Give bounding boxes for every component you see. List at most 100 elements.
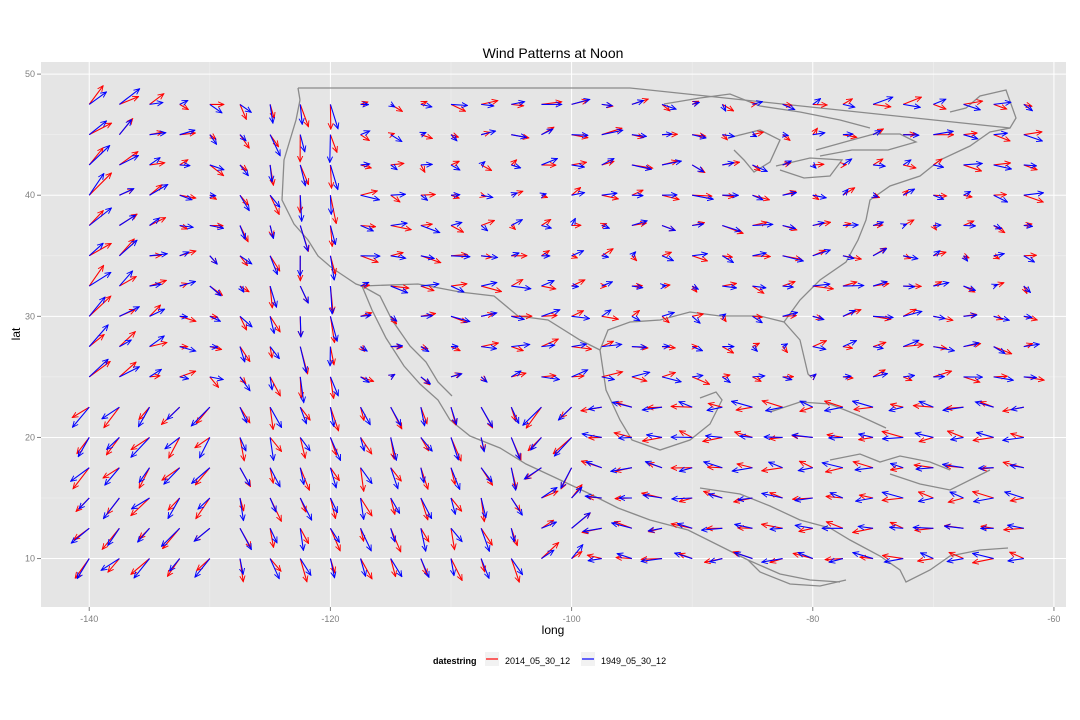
wind-arrow-1949	[692, 102, 699, 104]
wind-arrow-1949	[1023, 255, 1035, 262]
wind-arrow-1949	[209, 134, 217, 145]
wind-arrow-1949	[641, 559, 663, 562]
wind-arrow-1949	[391, 104, 395, 107]
wind-arrow-1949	[299, 558, 311, 576]
wind-arrow-1949	[420, 316, 433, 317]
wind-arrow-2014	[541, 286, 555, 289]
wind-arrow-2014	[1023, 255, 1037, 256]
wind-arrow-2014	[708, 467, 723, 468]
wind-arrow-2014	[131, 497, 150, 516]
wind-arrow-2014	[918, 492, 934, 499]
wind-arrow-1949	[679, 402, 693, 408]
wind-arrow-1949	[450, 374, 462, 377]
wind-arrow-1949	[963, 103, 981, 109]
wind-arrow-1949	[119, 340, 131, 348]
wind-arrow-1949	[963, 191, 971, 195]
wind-arrow-1949	[798, 468, 813, 471]
wind-arrow-1949	[601, 377, 615, 380]
wind-arrow-2014	[73, 467, 90, 489]
wind-arrow-1949	[239, 225, 245, 240]
wind-arrow-1949	[631, 316, 640, 320]
wind-arrow-2014	[800, 406, 813, 411]
wind-arrow-2014	[541, 219, 550, 226]
wind-arrow-1949	[561, 467, 573, 488]
wind-arrow-2014	[933, 103, 946, 109]
wind-arrow-1949	[239, 164, 248, 176]
wind-arrow-1949	[588, 559, 602, 561]
wind-arrow-1949	[822, 463, 844, 469]
wind-arrow-1949	[240, 286, 244, 292]
wind-arrow-2014	[450, 528, 455, 549]
wind-arrow-1949	[648, 528, 663, 531]
wind-arrow-1949	[329, 497, 337, 513]
wind-arrow-1949	[195, 558, 211, 578]
wind-arrow-2014	[390, 253, 403, 256]
wind-arrow-1949	[269, 285, 276, 307]
wind-arrow-1949	[361, 437, 365, 450]
wind-arrow-1949	[420, 284, 439, 286]
wind-arrow-1949	[481, 437, 484, 451]
wind-arrow-2014	[108, 558, 120, 573]
wind-arrow-1949	[192, 467, 211, 484]
wind-arrow-1949	[451, 558, 454, 576]
wind-arrow-1949	[511, 344, 529, 346]
wind-arrow-1949	[722, 286, 736, 288]
wind-arrow-1949	[139, 467, 150, 483]
wind-arrow-1949	[77, 558, 90, 579]
wind-arrow-1949	[631, 286, 643, 288]
wind-arrow-1949	[360, 347, 368, 351]
wind-arrow-1949	[88, 146, 109, 166]
wind-arrow-1949	[691, 164, 704, 172]
wind-arrow-1949	[943, 464, 964, 467]
wind-arrow-1949	[601, 158, 614, 166]
wind-arrow-2014	[179, 103, 189, 109]
wind-arrow-1949	[420, 558, 429, 578]
wind-arrow-2014	[269, 437, 281, 451]
wind-arrow-1949	[571, 286, 579, 287]
wind-arrow-1949	[191, 406, 211, 426]
wind-arrow-2014	[103, 467, 120, 478]
wind-arrow-1949	[390, 528, 395, 542]
wind-arrow-1949	[722, 135, 734, 137]
wind-arrow-2014	[299, 528, 308, 543]
wind-arrow-1949	[420, 256, 434, 259]
wind-arrow-1949	[722, 314, 725, 316]
wind-arrow-1949	[269, 497, 276, 512]
wind-arrow-1949	[105, 467, 120, 485]
wind-arrow-1949	[270, 376, 272, 390]
wind-arrow-1949	[480, 528, 489, 551]
wind-arrow-2014	[239, 346, 250, 362]
wind-arrow-2014	[842, 282, 857, 287]
wind-arrow-1949	[963, 315, 977, 316]
wind-arrow-1949	[933, 251, 940, 256]
wind-arrow-1949	[88, 208, 111, 226]
wind-arrow-1949	[571, 370, 588, 378]
wind-arrow-1949	[481, 313, 497, 316]
wind-arrow-1949	[481, 256, 497, 258]
wind-arrow-2014	[360, 497, 372, 516]
wind-arrow-1949	[179, 281, 196, 287]
wind-arrow-1949	[647, 435, 663, 438]
wind-arrow-2014	[813, 128, 818, 135]
y-axis-title: lat	[9, 327, 23, 340]
wind-arrow-2014	[360, 255, 379, 262]
wind-arrow-1949	[795, 498, 813, 501]
wind-arrow-1949	[782, 377, 792, 380]
wind-arrow-1949	[72, 406, 90, 427]
wind-arrow-1949	[329, 225, 335, 245]
wind-arrow-2014	[360, 437, 372, 454]
x-tick-label: -60	[1047, 614, 1060, 624]
wind-arrow-1949	[975, 402, 994, 408]
wind-arrow-1949	[1023, 193, 1044, 195]
wind-arrow-2014	[973, 492, 994, 499]
wind-arrow-1949	[812, 250, 830, 257]
wind-arrow-1949	[872, 282, 887, 287]
wind-arrow-1949	[149, 158, 161, 166]
wind-arrow-1949	[642, 407, 663, 410]
wind-arrow-1949	[601, 256, 609, 257]
wind-arrow-2014	[963, 164, 982, 171]
wind-arrow-2014	[826, 522, 844, 529]
wind-arrow-1949	[300, 195, 301, 221]
wind-arrow-1949	[692, 194, 713, 199]
wind-arrow-1949	[420, 376, 431, 384]
